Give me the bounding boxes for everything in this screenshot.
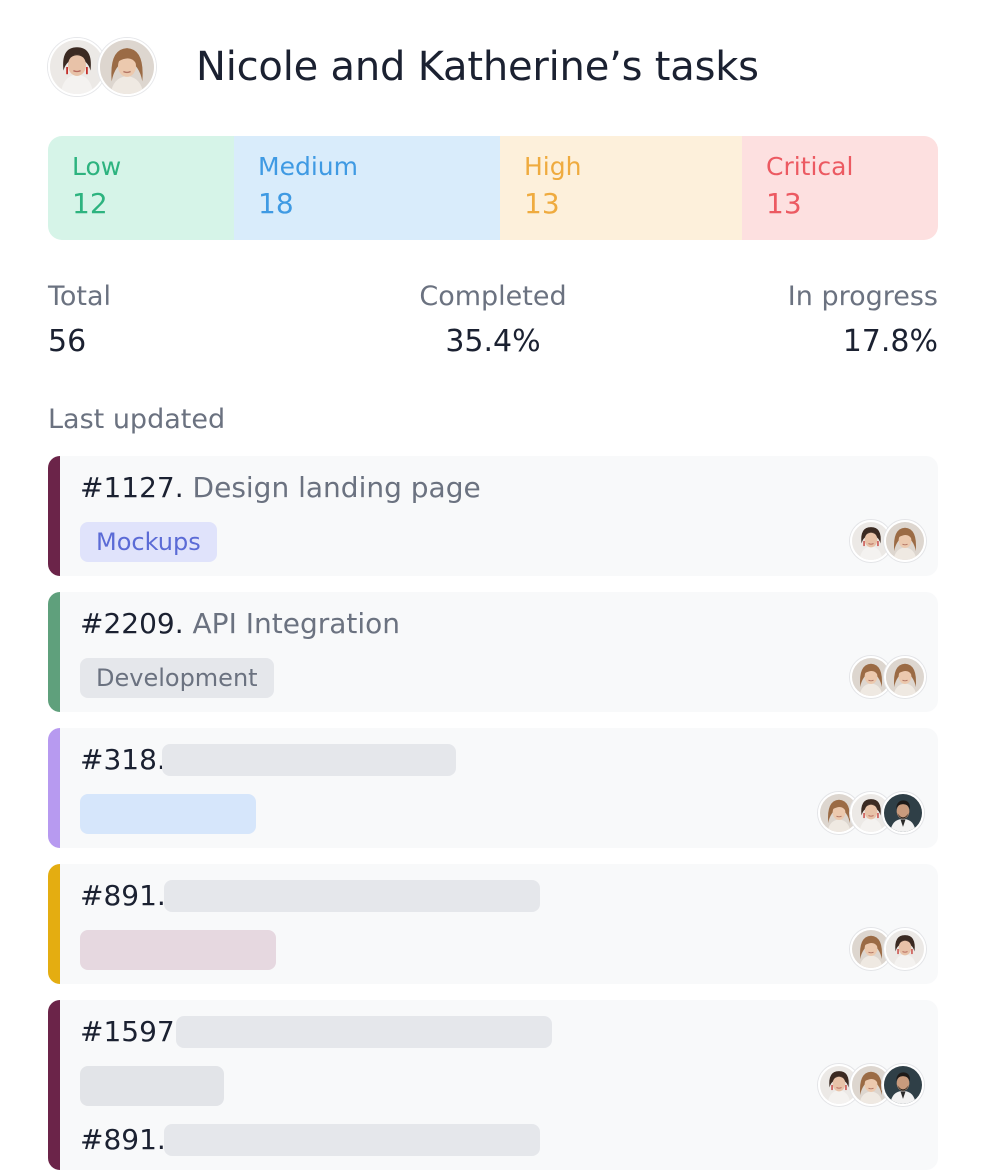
assignees bbox=[850, 520, 926, 562]
avatar[interactable] bbox=[882, 1064, 924, 1106]
priority-stripe bbox=[48, 864, 60, 984]
tag-placeholder bbox=[80, 930, 276, 970]
priority-stripe bbox=[48, 728, 60, 848]
title-placeholder bbox=[164, 880, 540, 912]
priority-low[interactable]: Low 12 bbox=[48, 136, 234, 240]
priority-count: 12 bbox=[72, 187, 108, 220]
assignees bbox=[850, 928, 926, 970]
task-title: #891. bbox=[80, 1122, 166, 1158]
section-title: Last updated bbox=[48, 404, 226, 435]
task-card[interactable]: #318. bbox=[48, 728, 938, 848]
priority-stripe bbox=[48, 456, 60, 576]
task-title: #2209. API Integration bbox=[80, 606, 400, 642]
stat-value: 35.4% bbox=[445, 324, 541, 359]
priority-label: High bbox=[524, 152, 582, 181]
task-tag[interactable]: Mockups bbox=[80, 522, 217, 562]
assignees bbox=[850, 656, 926, 698]
stat-value: 56 bbox=[48, 324, 87, 359]
priority-count: 13 bbox=[766, 187, 802, 220]
task-id: #891. bbox=[80, 1123, 166, 1156]
stat-label: Total bbox=[48, 281, 112, 312]
priority-critical[interactable]: Critical 13 bbox=[742, 136, 938, 240]
tag-placeholder bbox=[80, 794, 256, 834]
avatar[interactable] bbox=[98, 38, 156, 96]
title-placeholder bbox=[162, 744, 456, 776]
task-title: #891. bbox=[80, 878, 166, 914]
task-card[interactable]: #891. bbox=[48, 864, 938, 984]
stat-value: 17.8% bbox=[842, 324, 938, 359]
task-tag[interactable]: Development bbox=[80, 658, 274, 698]
priority-label: Critical bbox=[766, 152, 854, 181]
avatar[interactable] bbox=[884, 928, 926, 970]
stat-label: In progress bbox=[787, 281, 938, 312]
priority-stripe bbox=[48, 592, 60, 712]
owner-avatars bbox=[48, 36, 160, 100]
stat-total: Total 56 bbox=[48, 282, 111, 360]
header: Nicole and Katherine’s tasks bbox=[48, 36, 759, 100]
task-id: #891. bbox=[80, 879, 166, 912]
priority-label: Medium bbox=[258, 152, 358, 181]
task-id: #318. bbox=[80, 743, 166, 776]
task-title: #1127. Design landing page bbox=[80, 470, 481, 506]
stat-in-progress: In progress 17.8% bbox=[788, 282, 938, 360]
stat-label: Completed bbox=[419, 281, 567, 312]
task-title: #1597. bbox=[80, 1014, 184, 1050]
task-name: Design landing page bbox=[192, 471, 481, 504]
priority-summary: Low 12 Medium 18 High 13 Critical 13 bbox=[48, 136, 938, 240]
task-card[interactable]: #1597. #891. bbox=[48, 1000, 938, 1170]
task-id: #1597. bbox=[80, 1015, 184, 1048]
task-stats: Total 56 Completed 35.4% In progress 17.… bbox=[48, 282, 938, 362]
priority-stripe bbox=[48, 1000, 60, 1170]
priority-label: Low bbox=[72, 152, 122, 181]
title-placeholder bbox=[164, 1124, 540, 1156]
priority-medium[interactable]: Medium 18 bbox=[234, 136, 500, 240]
task-title: #318. bbox=[80, 742, 166, 778]
priority-count: 13 bbox=[524, 187, 560, 220]
task-id: #2209. bbox=[80, 607, 184, 640]
task-card[interactable]: #2209. API Integration Development bbox=[48, 592, 938, 712]
priority-high[interactable]: High 13 bbox=[500, 136, 742, 240]
avatar[interactable] bbox=[884, 656, 926, 698]
assignees bbox=[818, 1064, 926, 1106]
title-placeholder bbox=[176, 1016, 552, 1048]
avatar[interactable] bbox=[882, 792, 924, 834]
avatar[interactable] bbox=[884, 520, 926, 562]
tag-placeholder bbox=[80, 1066, 224, 1106]
stat-completed: Completed 35.4% bbox=[414, 282, 572, 360]
task-id: #1127. bbox=[80, 471, 184, 504]
assignees bbox=[818, 792, 926, 834]
page-title: Nicole and Katherine’s tasks bbox=[196, 44, 759, 90]
task-card[interactable]: #1127. Design landing page Mockups bbox=[48, 456, 938, 576]
priority-count: 18 bbox=[258, 187, 294, 220]
task-name: API Integration bbox=[192, 607, 401, 640]
